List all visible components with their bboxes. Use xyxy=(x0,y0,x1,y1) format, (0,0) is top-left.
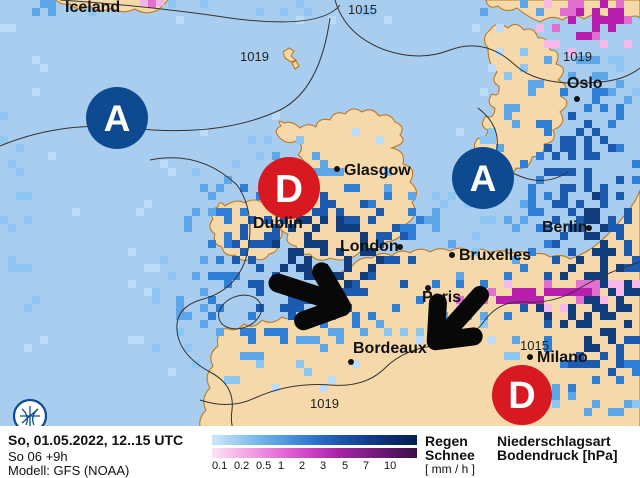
svg-text:1019: 1019 xyxy=(310,396,339,411)
svg-text:Berlin: Berlin xyxy=(542,219,587,236)
svg-text:Bordeaux: Bordeaux xyxy=(353,340,427,357)
svg-text:Iceland: Iceland xyxy=(65,0,120,16)
svg-text:D: D xyxy=(275,168,303,211)
svg-text:Milano: Milano xyxy=(537,349,588,366)
svg-text:1015: 1015 xyxy=(348,2,377,17)
svg-text:1019: 1019 xyxy=(240,49,269,64)
svg-text:Oslo: Oslo xyxy=(567,75,603,92)
svg-text:London: London xyxy=(340,238,399,255)
svg-text:Glasgow: Glasgow xyxy=(344,162,411,179)
svg-text:Bruxelles: Bruxelles xyxy=(459,247,531,264)
svg-text:D: D xyxy=(508,375,535,417)
svg-text:1019: 1019 xyxy=(563,49,592,64)
svg-text:A: A xyxy=(104,98,131,139)
svg-text:A: A xyxy=(470,158,497,199)
svg-text:Dublin: Dublin xyxy=(253,215,303,232)
